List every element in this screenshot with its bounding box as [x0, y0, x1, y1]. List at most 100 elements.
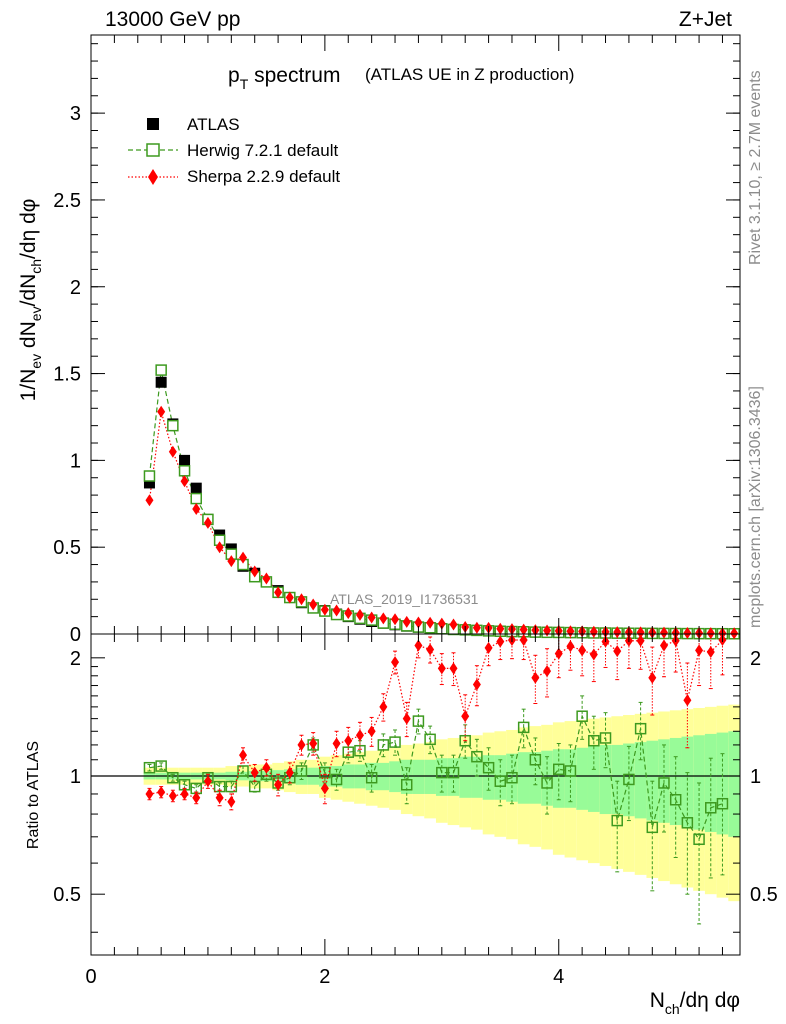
ratio-band-stat [704, 733, 717, 833]
ratio-band-stat [400, 759, 413, 794]
herwig-ratio-line [149, 714, 723, 841]
ratio-band-stat [389, 761, 401, 793]
sherpa-ratio-point [180, 787, 189, 800]
sherpa-point [659, 626, 668, 639]
herwig-ratio-point [482, 761, 495, 774]
title-sub: T [240, 76, 249, 92]
ratio-band-stat [576, 747, 588, 810]
herwig-ratio-point [552, 763, 565, 776]
energy-label: 13000 GeV pp [105, 8, 240, 31]
sherpa-ratio-point [274, 778, 283, 791]
atlas-point [155, 376, 167, 388]
ratio-ylabel: Ratio to ATLAS [25, 741, 42, 849]
x-axis-label: Nch/dη dφ [650, 989, 740, 1017]
herwig-ratio-point [611, 814, 623, 827]
herwig-ratio-point [471, 750, 483, 763]
sherpa-point [262, 572, 271, 585]
process-label: Z+Jet [679, 8, 732, 31]
herwig-ratio-point [669, 794, 682, 806]
sherpa-point [706, 627, 715, 640]
plot-title: pT spectrum [228, 64, 340, 92]
sherpa-point [379, 612, 388, 625]
main-ytick-label: 3 [70, 103, 81, 125]
sherpa-point [391, 613, 400, 626]
sherpa-ratio-point [695, 644, 704, 657]
ratio-band-stat [681, 736, 694, 828]
legend-herwig-label: Herwig 7.2.1 default [187, 141, 338, 160]
herwig-ratio-point [494, 775, 507, 787]
herwig-ratio-point [225, 780, 238, 793]
legend-sherpa-marker [148, 169, 158, 185]
herwig-ratio-point [459, 734, 471, 747]
sherpa-point [297, 593, 306, 606]
ratio-band-stat [517, 752, 530, 804]
main-ytick-label: 2 [70, 277, 81, 299]
sherpa-ratio-point [683, 694, 692, 707]
sherpa-ratio-point [297, 738, 306, 751]
legend: ATLAS Herwig 7.2.1 default Sherpa 2.2.9 … [128, 115, 340, 186]
herwig-ratio-point [705, 802, 717, 814]
legend-atlas-marker [147, 118, 159, 130]
herwig-ratio-point [588, 734, 600, 747]
main-ylabel: 1/Nev dNev/dNch/dη dφ [17, 199, 44, 402]
sherpa-ratio-point [203, 775, 212, 788]
sherpa-point [168, 445, 177, 458]
sherpa-ratio-point [636, 634, 645, 647]
ratio-ytick-label: 1 [70, 766, 81, 788]
mcplots-label: mcplots.cern.ch [arXiv:1306.3436] [747, 386, 764, 628]
sherpa-ratio-point [437, 662, 446, 675]
herwig-ratio-point [389, 736, 401, 748]
main-ytick-label: 1 [70, 450, 81, 472]
sherpa-ratio-point [426, 643, 435, 656]
sherpa-ratio-point [344, 734, 353, 747]
sherpa-ratio-point [145, 787, 154, 800]
herwig-ratio-point [576, 710, 588, 722]
sherpa-point [332, 604, 341, 617]
sherpa-ratio-point [484, 641, 493, 654]
sherpa-ratio-point [309, 737, 318, 750]
sherpa-ratio-point [402, 712, 411, 725]
ratio-band-stat [482, 755, 495, 800]
sherpa-point [215, 541, 224, 554]
sherpa-point [449, 618, 458, 631]
sherpa-ratio-point [227, 795, 236, 808]
sherpa-point [250, 565, 259, 578]
sherpa-ratio-point [285, 766, 294, 779]
ratio-xtick-label: 4 [553, 966, 564, 988]
ratio-xtick-label: 2 [319, 966, 330, 988]
sherpa-point [613, 626, 622, 639]
ratio-band-stat [623, 743, 635, 817]
sherpa-ratio-point [566, 640, 575, 653]
ratio-band-stat [459, 756, 472, 798]
herwig-ratio-point [681, 817, 694, 829]
ratio-band-stat [599, 744, 612, 815]
sherpa-point [157, 405, 166, 418]
herwig-ratio-point [506, 771, 518, 784]
ratio-band-stat [611, 744, 624, 815]
herwig-ratio-point [400, 779, 413, 791]
title-p: p [228, 64, 240, 87]
sherpa-point [285, 591, 294, 604]
sherpa-ratio-point [367, 725, 376, 738]
sherpa-point [472, 621, 481, 634]
herwig-ratio-point [599, 732, 612, 744]
sherpa-ratio-point [168, 789, 177, 802]
sherpa-point [344, 607, 353, 620]
sherpa-point [239, 551, 248, 564]
atlas-point [179, 454, 191, 466]
sherpa-point [145, 494, 154, 507]
sherpa-ratio-point [391, 656, 400, 669]
herwig-ratio-point [295, 765, 308, 777]
ratio-ytick-label-right: 0.5 [750, 884, 778, 906]
herwig-ratio-point [237, 765, 249, 777]
herwig-ratio-point [564, 765, 577, 777]
herwig-ratio-point [541, 777, 553, 789]
sherpa-ratio-point [379, 700, 388, 713]
herwig-ratio-point [424, 733, 436, 746]
legend-herwig-marker [146, 143, 160, 157]
herwig-point [178, 465, 191, 477]
herwig-ratio-point [342, 746, 355, 758]
herwig-ratio-point [693, 833, 705, 846]
herwig-point [143, 470, 156, 482]
ratio-band-stat [529, 752, 542, 804]
